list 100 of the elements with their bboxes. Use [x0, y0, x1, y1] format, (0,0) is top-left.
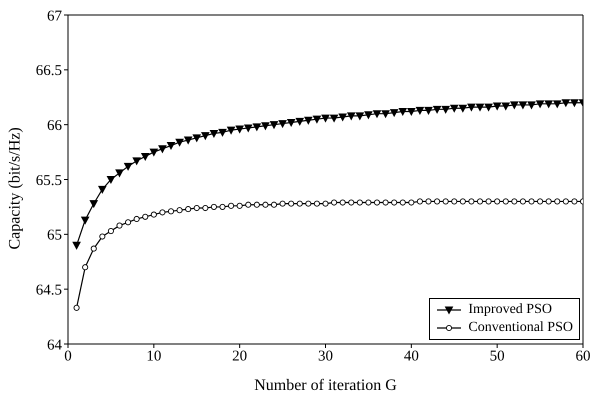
point [486, 198, 492, 204]
point [554, 198, 560, 204]
point [511, 198, 518, 204]
y-tick-label: 64 [47, 337, 62, 354]
point [570, 99, 578, 107]
point [116, 222, 123, 229]
point [493, 102, 502, 110]
y-axis-title: Capacity (bit/s/Hz) [6, 127, 24, 250]
x-tick-label: 30 [318, 348, 333, 365]
legend-label: Conventional PSO [468, 319, 573, 337]
point [510, 101, 518, 109]
point [296, 200, 303, 207]
point [194, 204, 200, 212]
point [287, 118, 296, 126]
point [262, 202, 268, 208]
point [201, 132, 210, 140]
point [312, 116, 321, 124]
y-tick-label: 65 [47, 228, 62, 244]
point [484, 104, 493, 112]
point [72, 242, 81, 250]
point [450, 104, 458, 112]
point [382, 110, 390, 118]
point [400, 199, 406, 206]
point [340, 199, 346, 206]
point [546, 198, 552, 204]
point [331, 199, 338, 206]
point [108, 228, 114, 234]
point [562, 99, 570, 107]
point [261, 122, 270, 130]
point [304, 116, 312, 124]
point [502, 102, 510, 110]
point [134, 216, 140, 222]
point [90, 246, 97, 252]
point [322, 114, 330, 122]
point [356, 199, 363, 206]
y-tick-label: 67 [47, 8, 62, 24]
x-tick-label: 10 [146, 348, 162, 365]
point [476, 198, 484, 204]
point [348, 199, 354, 206]
point [219, 204, 226, 210]
point [537, 198, 544, 204]
point [520, 198, 526, 204]
point [528, 198, 535, 204]
point [374, 199, 380, 206]
point [314, 200, 320, 207]
point [408, 199, 414, 206]
point [99, 233, 106, 240]
x-axis-title: Number of iteration G [254, 377, 398, 394]
point [365, 199, 372, 206]
point [218, 128, 226, 136]
point [442, 198, 449, 204]
point [168, 208, 174, 214]
point [176, 207, 183, 214]
point [254, 202, 260, 208]
point [98, 186, 106, 194]
point [347, 112, 356, 120]
point [90, 200, 98, 208]
point [425, 198, 432, 204]
point [150, 212, 157, 218]
point [416, 198, 423, 204]
point [245, 202, 252, 208]
point [228, 202, 234, 209]
point [185, 206, 192, 212]
point [74, 304, 80, 311]
point [494, 198, 500, 204]
point [382, 199, 389, 206]
x-tick-label: 0 [64, 348, 72, 365]
point [467, 104, 476, 112]
point [167, 142, 175, 150]
point [236, 126, 244, 134]
point [458, 104, 467, 112]
y-tick-label: 66.5 [36, 63, 62, 80]
y-tick-label: 64.5 [36, 282, 62, 298]
point [544, 100, 553, 108]
point [124, 162, 132, 170]
point [184, 136, 192, 144]
point [132, 157, 141, 165]
point [192, 134, 201, 142]
point [305, 200, 312, 207]
point [150, 148, 158, 156]
point [288, 200, 294, 207]
point [280, 200, 286, 207]
point [141, 152, 150, 160]
legend-label: Improved PSO [468, 301, 552, 319]
point [159, 209, 166, 216]
point [434, 198, 440, 204]
y-tick-label: 66 [47, 118, 62, 134]
point [116, 169, 124, 177]
point [442, 106, 450, 114]
point [158, 145, 166, 153]
point [451, 198, 458, 204]
x-tick-label: 50 [490, 348, 505, 365]
point [296, 118, 304, 126]
point [424, 106, 432, 114]
point [571, 198, 578, 204]
point [270, 121, 278, 129]
point [502, 198, 509, 204]
point [373, 110, 381, 118]
point [562, 198, 569, 204]
point [433, 106, 442, 114]
